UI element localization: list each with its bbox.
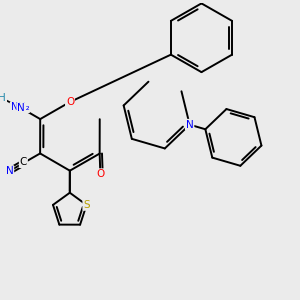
- Text: H: H: [0, 93, 6, 103]
- Text: O: O: [96, 169, 104, 179]
- Text: S: S: [83, 200, 90, 210]
- Text: NH₂: NH₂: [11, 102, 29, 112]
- Text: N: N: [17, 103, 25, 113]
- Text: N: N: [186, 120, 194, 130]
- Text: C: C: [20, 157, 27, 167]
- Text: O: O: [66, 97, 74, 107]
- Text: N: N: [6, 166, 14, 176]
